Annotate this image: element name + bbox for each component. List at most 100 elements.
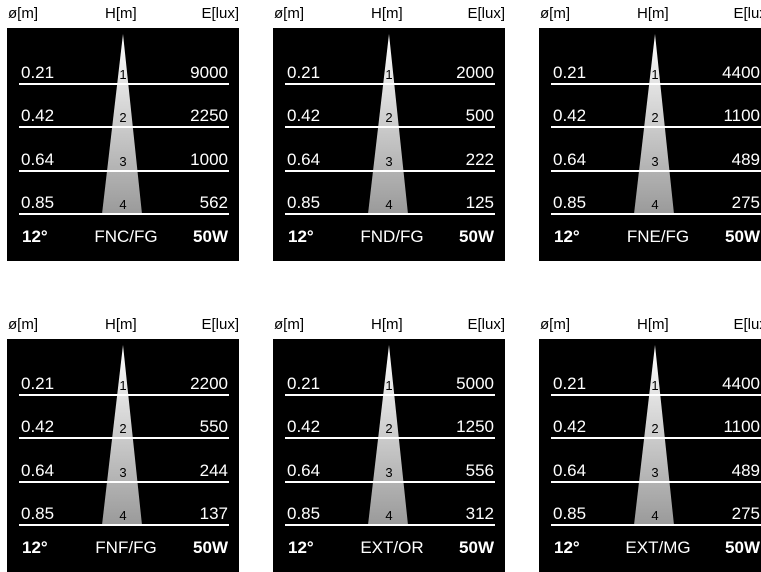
beam-angle: 12° [288,538,314,557]
lamp-model: EXT/OR [360,538,424,557]
illuminance-value: 125 [465,193,494,212]
height-marker: 1 [119,67,127,82]
distance-rule [551,83,761,85]
distance-rule [19,481,229,483]
header-height: H[m] [105,5,137,22]
lamp-power: 50W [725,538,760,557]
height-marker: 4 [385,197,393,212]
illuminance-value: 9000 [190,63,228,82]
illuminance-value: 222 [465,150,494,169]
distance-rule [551,394,761,396]
illuminance-value: 2200 [190,374,228,393]
height-marker: 4 [651,197,659,212]
distance-rule [285,126,495,128]
illuminance-value: 2000 [456,63,494,82]
height-marker: 1 [119,378,127,393]
diagram-box: 0.21 9000 1 0.42 2250 2 0.64 1000 3 0.85 562 4 12° FN… [7,28,239,261]
beam-diameter: 0.42 [553,417,587,436]
illuminance-value: 550 [199,417,228,436]
height-marker: 1 [385,378,393,393]
distance-rule [285,170,495,172]
distance-rule [285,481,495,483]
illuminance-value: 4400 [722,374,760,393]
lamp-power: 50W [725,227,760,246]
illuminance-value: 556 [465,461,494,480]
header-illuminance: E[lux] [201,316,239,333]
height-marker: 4 [651,508,659,523]
lamp-model: FNC/FG [94,227,158,246]
beam-diameter: 0.64 [553,461,587,480]
column-headers: ø[m] H[m] E[lux] [273,0,505,28]
distance-rule [19,170,229,172]
header-diameter: ø[m] [540,316,570,333]
lamp-power: 50W [193,227,228,246]
header-height: H[m] [371,5,403,22]
beam-diameter: 0.42 [21,417,55,436]
distance-rule [551,170,761,172]
beam-diameter: 0.21 [553,63,587,82]
beam-diameter: 0.85 [21,193,55,212]
beam-diameter: 0.42 [287,417,321,436]
beam-diameter: 0.42 [21,106,55,125]
column-headers: ø[m] H[m] E[lux] [539,0,761,28]
beam-diameter: 0.64 [21,461,55,480]
distance-rule [551,213,761,215]
height-marker: 2 [385,110,393,125]
lamp-model: FND/FG [360,227,424,246]
illuminance-value: 562 [199,193,228,212]
height-marker: 3 [385,465,393,480]
illuminance-value: 4400 [722,63,760,82]
height-marker: 1 [385,67,393,82]
column-headers: ø[m] H[m] E[lux] [7,311,239,339]
diagram-box: 0.21 2200 1 0.42 550 2 0.64 244 3 0.85 137 4 12° FNF/… [7,339,239,572]
height-marker: 4 [119,508,127,523]
height-marker: 1 [651,67,659,82]
lamp-model: FNF/FG [95,538,157,557]
header-illuminance: E[lux] [733,5,761,22]
height-marker: 3 [651,465,659,480]
beam-diameter: 0.42 [553,106,587,125]
diagram-box: 0.21 4400 1 0.42 1100 2 0.64 489 3 0.85 275 4 12° EXT… [539,339,761,572]
distance-rule [551,524,761,526]
header-height: H[m] [637,5,669,22]
header-height: H[m] [371,316,403,333]
illuminance-value: 275 [731,504,760,523]
beam-angle: 12° [22,227,48,246]
beam-diameter: 0.64 [21,150,55,169]
column-headers: ø[m] H[m] E[lux] [539,311,761,339]
distance-rule [19,394,229,396]
column-headers: ø[m] H[m] E[lux] [7,0,239,28]
light-beam-cone [368,34,408,214]
beam-angle: 12° [554,227,580,246]
beam-diameter: 0.85 [553,504,587,523]
beam-diameter: 0.21 [21,63,55,82]
diagram-box: 0.21 4400 1 0.42 1100 2 0.64 489 3 0.85 275 4 12° FNE… [539,28,761,261]
illuminance-value: 312 [465,504,494,523]
header-diameter: ø[m] [274,316,304,333]
lamp-model: EXT/MG [625,538,691,557]
height-marker: 2 [651,110,659,125]
illuminance-value: 489 [731,150,760,169]
header-diameter: ø[m] [8,316,38,333]
diagram-box: 0.21 5000 1 0.42 1250 2 0.64 556 3 0.85 312 4 12° EXT… [273,339,505,572]
distance-rule [285,213,495,215]
beam-diameter: 0.64 [287,461,321,480]
light-beam-cone [102,34,142,214]
beam-diameter: 0.85 [287,504,321,523]
light-beam-cone [368,345,408,525]
light-beam-cone [634,345,674,525]
illuminance-value: 500 [465,106,494,125]
lamp-power: 50W [459,227,494,246]
height-marker: 3 [651,154,659,169]
illuminance-value: 2250 [190,106,228,125]
lamp-power: 50W [193,538,228,557]
height-marker: 2 [119,110,127,125]
header-illuminance: E[lux] [467,316,505,333]
height-marker: 4 [385,508,393,523]
beam-diameter: 0.21 [287,374,321,393]
distance-rule [19,126,229,128]
beam-diameter: 0.21 [553,374,587,393]
beam-diameter: 0.21 [21,374,55,393]
distance-rule [551,481,761,483]
beam-angle: 12° [22,538,48,557]
